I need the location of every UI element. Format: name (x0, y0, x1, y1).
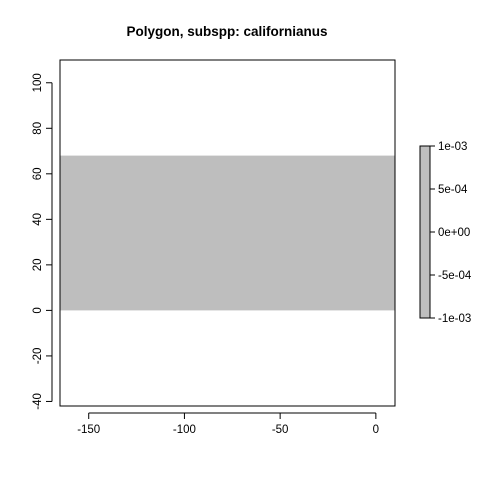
colorbar (419, 145, 431, 319)
colorbar-tick-label: 5e-04 (438, 184, 468, 196)
y-tick-label: -20 (32, 348, 44, 365)
colorbar-tick-label: -5e-04 (438, 270, 472, 282)
colorbar-tick-label: 0e+00 (438, 227, 470, 239)
x-tick-label: -100 (173, 424, 196, 436)
y-tick-label: 80 (32, 122, 44, 135)
x-tick-label: -50 (272, 424, 289, 436)
y-tick-label: 20 (32, 258, 44, 271)
x-tick-label: 0 (373, 424, 379, 436)
y-tick-label: 0 (32, 307, 44, 313)
y-tick-label: 100 (32, 73, 44, 92)
colorbar-legend: 1e-03 5e-04 0e+00 -5e-04 -1e-03 (419, 141, 472, 325)
colorbar-tick-label: 1e-03 (438, 141, 467, 153)
colorbar-tick-label: -1e-03 (438, 313, 471, 325)
y-tick-label: -40 (32, 393, 44, 410)
y-tick-label: 60 (32, 167, 44, 180)
plot-frame (59, 59, 396, 407)
y-tick-label: 40 (32, 213, 44, 226)
chart-title: Polygon, subspp: californianus (126, 24, 327, 39)
raster-fill-region (60, 155, 395, 311)
x-tick-label: -150 (77, 424, 100, 436)
plot-area: -150 -100 -50 0 -40 -20 0 20 40 60 80 100 (32, 59, 396, 436)
